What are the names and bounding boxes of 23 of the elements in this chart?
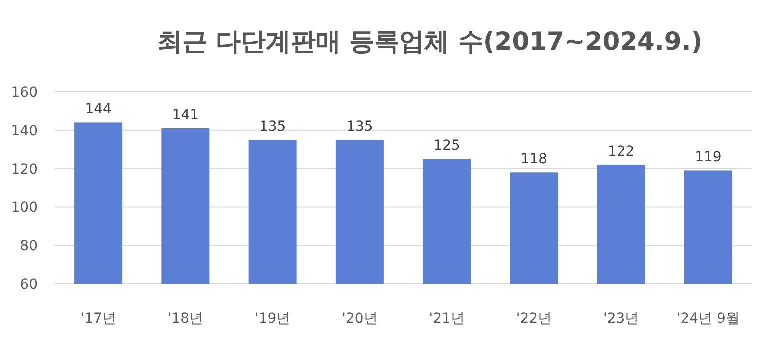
x-tick-label: '24년 9월	[676, 311, 740, 327]
y-tick-label: 140	[11, 123, 38, 140]
x-tick-label: '20년	[342, 311, 378, 327]
y-tick-label: 60	[20, 277, 38, 293]
data-label: 144	[85, 102, 112, 118]
data-label: 135	[346, 119, 374, 135]
x-tick-label: '17년	[80, 311, 116, 327]
x-tick-label: '19년	[254, 311, 291, 327]
y-tick-label: 80	[20, 238, 38, 255]
data-label: 141	[172, 107, 200, 124]
x-tick-label: '22년	[516, 311, 552, 327]
x-tick-label: '23년	[603, 311, 640, 327]
data-label: 118	[520, 152, 548, 168]
x-tick-label: '18년	[168, 311, 204, 327]
y-tick-label: 120	[11, 162, 38, 178]
data-label: 122	[608, 144, 635, 160]
data-label: 119	[695, 150, 722, 166]
y-tick-label: 160	[11, 85, 38, 101]
data-label: 125	[434, 138, 460, 154]
x-tick-label: '21년	[429, 311, 465, 327]
title: 최근 다단계판매 등록업체 수(2017~2024.9.)	[157, 27, 703, 56]
data-label: 135	[259, 119, 286, 135]
y-tick-label: 100	[11, 200, 38, 216]
